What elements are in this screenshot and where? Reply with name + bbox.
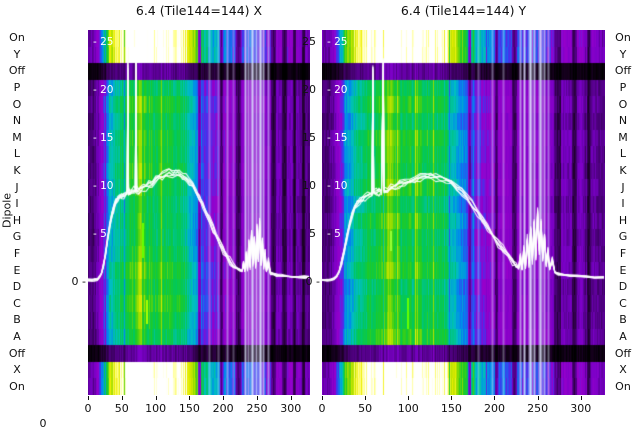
- xtick-label-y-0: 0: [318, 402, 326, 415]
- heatmap-panel-y: [322, 30, 605, 395]
- dipole-label-left-10: I: [15, 197, 19, 211]
- dipole-label-left-3: P: [13, 81, 21, 95]
- ytick-inside-y-25: - 25: [327, 36, 348, 48]
- dipole-label-left-9: J: [15, 180, 19, 194]
- xtick-label-y-200: 200: [483, 402, 505, 415]
- dipole-label-left-1: Y: [13, 47, 21, 61]
- dipole-label-left-12: G: [12, 230, 22, 244]
- dipole-label-left-21: On: [9, 379, 25, 393]
- xtick-mark-x-250: [256, 396, 258, 400]
- dipole-label-left-8: K: [13, 164, 21, 178]
- ytick-gap-15: 15: [302, 131, 316, 144]
- xtick-label-y-50: 50: [358, 402, 373, 415]
- dipole-label-right-0: On: [615, 31, 631, 45]
- dipole-label-left-11: H: [12, 213, 22, 227]
- ytick-inside-y-10: - 10: [327, 180, 348, 192]
- dipole-label-right-16: C: [619, 296, 627, 310]
- dipole-label-right-5: N: [618, 114, 628, 128]
- xtick-mark-x-0: [88, 396, 89, 400]
- xtick-label-x-100: 100: [145, 402, 167, 415]
- xtick-mark-y-300: [580, 396, 582, 400]
- xtick-mark-x-300: [290, 396, 292, 400]
- dipole-label-left-15: D: [12, 280, 22, 294]
- ytick-inside-y-20: - 20: [327, 84, 348, 96]
- dipole-label-right-14: E: [619, 263, 627, 277]
- ytick-inside-y-15: - 15: [327, 132, 348, 144]
- dipole-label-right-3: P: [619, 81, 627, 95]
- ytick-inside-x-10: - 10: [93, 180, 114, 192]
- xtick-label-y-250: 250: [527, 402, 549, 415]
- xtick-label-y-150: 150: [440, 402, 462, 415]
- dipole-label-left-14: E: [13, 263, 21, 277]
- dipole-label-right-18: A: [619, 329, 627, 343]
- zero-tick-label-x: 0 -: [71, 275, 86, 288]
- ytick-gap-5: 5: [309, 227, 316, 240]
- xtick-label-x-200: 200: [212, 402, 234, 415]
- ytick-inside-x-25: - 25: [93, 36, 114, 48]
- dipole-label-right-7: L: [619, 147, 627, 161]
- dipole-label-right-8: K: [619, 164, 627, 178]
- dipole-label-right-12: G: [618, 230, 628, 244]
- ytick-gap-25: 25: [302, 35, 316, 48]
- xtick-mark-x-200: [223, 396, 225, 400]
- xtick-label-y-100: 100: [397, 402, 419, 415]
- dipole-label-right-15: D: [618, 280, 628, 294]
- outer-origin-tick-label: 0: [39, 417, 47, 430]
- ytick-inside-x-15: - 15: [93, 132, 114, 144]
- dipole-label-right-21: On: [615, 379, 631, 393]
- xtick-mark-y-50: [365, 396, 367, 400]
- dipole-label-left-7: L: [13, 147, 21, 161]
- dipole-label-right-1: Y: [619, 47, 627, 61]
- dipole-label-left-18: A: [13, 329, 21, 343]
- xtick-mark-y-250: [537, 396, 539, 400]
- xtick-mark-y-100: [408, 396, 410, 400]
- plot-title-x: 6.4 (Tile144=144) X: [135, 3, 263, 18]
- dipole-label-right-20: X: [619, 363, 627, 377]
- ytick-inside-x-5: - 5: [93, 228, 107, 240]
- dipole-label-right-2: Off: [614, 64, 632, 78]
- xtick-label-x-0: 0: [84, 402, 92, 415]
- ytick-inside-x-20: - 20: [93, 84, 114, 96]
- dipole-label-left-0: On: [9, 31, 25, 45]
- xtick-label-x-300: 300: [280, 402, 302, 415]
- xtick-mark-x-50: [121, 396, 123, 400]
- zero-tick-label-y: 0 -: [305, 275, 320, 288]
- xtick-mark-y-200: [494, 396, 496, 400]
- dipole-label-left-16: C: [13, 296, 21, 310]
- xtick-mark-x-150: [189, 396, 191, 400]
- ytick-inside-y-5: - 5: [327, 228, 341, 240]
- dipole-label-left-17: B: [13, 313, 21, 327]
- dipole-label-left-13: F: [13, 246, 21, 260]
- ytick-gap-20: 20: [302, 83, 316, 96]
- xtick-label-x-250: 250: [246, 402, 268, 415]
- dipole-label-left-2: Off: [8, 64, 26, 78]
- xtick-label-x-150: 150: [178, 402, 200, 415]
- plot-title-y: 6.4 (Tile144=144) Y: [400, 3, 527, 18]
- dipole-label-right-19: Off: [614, 346, 632, 360]
- dipole-label-left-4: O: [12, 97, 22, 111]
- dipole-label-right-4: O: [618, 97, 628, 111]
- ytick-gap-10: 10: [302, 179, 316, 192]
- dipole-label-right-17: B: [619, 313, 627, 327]
- xtick-label-y-300: 300: [570, 402, 592, 415]
- dipole-label-right-11: H: [618, 213, 628, 227]
- dipole-label-right-6: M: [618, 130, 628, 144]
- dipole-label-left-19: Off: [8, 346, 26, 360]
- dipole-label-right-9: J: [621, 180, 625, 194]
- dipole-label-left-6: M: [12, 130, 22, 144]
- dipole-label-left-5: N: [12, 114, 22, 128]
- dipole-label-right-10: I: [621, 197, 625, 211]
- heatmap-panel-x: [88, 30, 310, 395]
- xtick-label-x-50: 50: [114, 402, 129, 415]
- dipole-label-left-20: X: [13, 363, 21, 377]
- dipole-label-right-13: F: [619, 246, 627, 260]
- xtick-mark-y-0: [322, 396, 323, 400]
- xtick-mark-y-150: [451, 396, 453, 400]
- xtick-mark-x-100: [155, 396, 157, 400]
